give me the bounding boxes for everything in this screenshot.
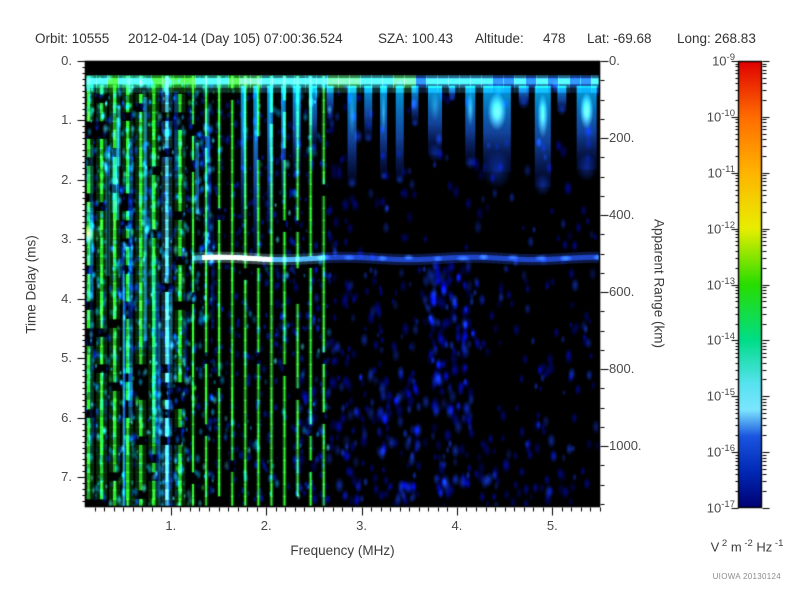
colorbar-tick-label: 10-16 xyxy=(706,443,735,460)
credit-text: UIOWA 20130124 xyxy=(712,572,781,581)
colorbar-tick-label: 10-12 xyxy=(706,219,735,236)
colorbar-tick-label: 10-14 xyxy=(706,331,735,348)
y-tick-label: 1. xyxy=(61,112,72,128)
colorbar-tick-label: 10-17 xyxy=(706,499,735,516)
header-datetime: 2012-04-14 (Day 105) 07:00:36.524 xyxy=(128,31,343,46)
header-orbit: Orbit: 10555 xyxy=(35,31,110,46)
y2-tick-label: 200. xyxy=(609,130,635,146)
colorbar-tick-label: 10-10 xyxy=(706,107,735,125)
colorbar-tick-label: 10-13 xyxy=(706,275,735,292)
y-tick-label: 3. xyxy=(61,231,72,247)
x-tick-label: 2. xyxy=(260,518,272,533)
x-tick-label: 4. xyxy=(451,518,463,533)
y-tick-label: 7. xyxy=(61,469,72,485)
y-tick-label: 4. xyxy=(61,290,72,306)
header-altitude-label: Altitude: xyxy=(475,31,524,46)
x-tick-label: 5. xyxy=(546,518,558,533)
y-tick-label: 6. xyxy=(61,409,72,425)
header-longitude: Long: 268.83 xyxy=(677,31,756,46)
x-axis-title: Frequency (MHz) xyxy=(290,543,395,558)
y-tick-label: 2. xyxy=(61,171,72,187)
y2-tick-label: 800. xyxy=(609,361,635,377)
header-altitude-value: 478 xyxy=(543,31,566,46)
header-latitude: Lat: -69.68 xyxy=(587,31,652,46)
y-tick-label: 5. xyxy=(61,350,72,366)
y2-tick-label: 1000. xyxy=(609,438,642,454)
y2-tick-label: 400. xyxy=(609,207,635,223)
y-tick-label: 0. xyxy=(61,53,72,68)
x-tick-label: 3. xyxy=(356,518,367,533)
y2-tick-label: 0. xyxy=(609,53,620,68)
colorbar-unit-label: V 2 m -2 Hz -1 xyxy=(710,538,784,555)
header-sza: SZA: 100.43 xyxy=(378,31,454,46)
colorbar-tick-label: 10-11 xyxy=(707,163,736,181)
colorbar-tick-label: 10-9 xyxy=(712,52,735,69)
x-tick-label: 1. xyxy=(165,518,177,533)
colorbar-tick-label: 10-15 xyxy=(706,387,735,404)
y2-tick-label: 600. xyxy=(609,284,635,300)
